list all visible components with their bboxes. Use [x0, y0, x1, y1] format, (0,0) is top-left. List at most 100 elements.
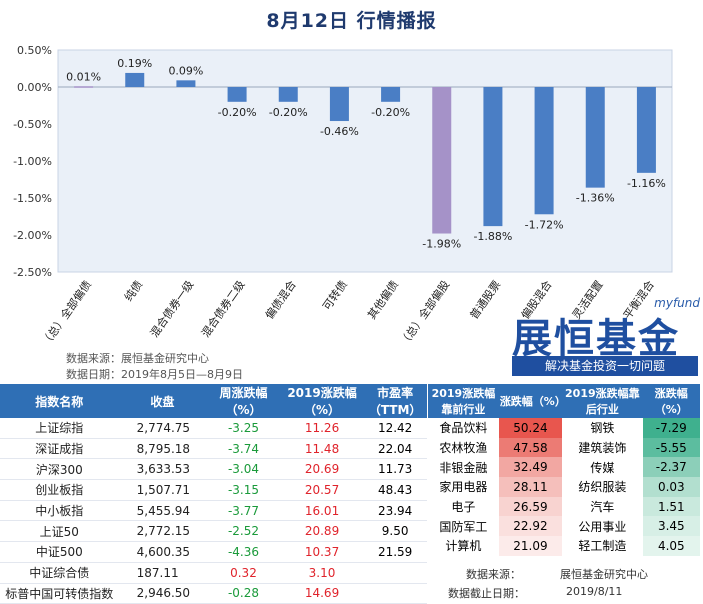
x-tick-label: 混合债券一级: [147, 278, 196, 340]
bar: [125, 72, 145, 87]
bar: [585, 87, 605, 188]
index-table: 指数名称 收盘 周涨跌幅（%） 2019涨跌幅（%） 市盈率（TTM） 上证综指…: [0, 384, 427, 604]
industry-bottom-change: 0.03: [642, 477, 700, 497]
industry-table-row: 电子 26.59 汽车 1.51: [428, 496, 700, 517]
industry-top-change: 26.59: [498, 496, 563, 517]
index-table-row: 上证50 2,772.15 -2.52 20.89 9.50: [0, 520, 427, 543]
industry-bottom-change: -7.29: [642, 418, 700, 438]
brand-logo: myfund 展恒基金 解决基金投资一切问题: [512, 296, 700, 380]
index-ytd-change-cell: 20.89: [280, 520, 364, 543]
industry-top-change: 47.58: [498, 437, 563, 458]
index-table-row: 中证500 4,600.35 -4.36 10.37 21.59: [0, 541, 427, 563]
index-name-cell: 沪深300: [0, 458, 119, 481]
chart-source-line2: 数据日期：2019年8月5日—8月9日: [66, 368, 243, 381]
industry-bottom-change: -5.55: [642, 437, 700, 458]
industry-bottom-name: 轻工制造: [578, 539, 627, 554]
industry-table-header: 2019涨跌幅靠前行业 涨跌幅（%） 2019涨跌幅靠后行业 涨跌幅（%）: [428, 384, 700, 418]
data-label: -1.16%: [627, 177, 666, 190]
industry-table-row: 计算机 21.09 轻工制造 4.05: [428, 536, 700, 556]
industry-top-change: 28.11: [498, 477, 563, 497]
bar: [278, 87, 298, 102]
index-close-cell: 2,772.15: [118, 520, 207, 543]
index-week-change-cell: 0.32: [206, 562, 281, 584]
industry-bottom-change: 3.45: [642, 516, 700, 537]
index-table-row: 上证综指 2,774.75 -3.25 11.26 12.42: [0, 418, 427, 439]
index-name-cell: 创业板指: [0, 479, 119, 501]
col-close: 收盘: [118, 384, 207, 418]
data-label: 0.01%: [66, 70, 101, 83]
y-tick-label: -2.50%: [13, 266, 52, 279]
index-table-header: 指数名称 收盘 周涨跌幅（%） 2019涨跌幅（%） 市盈率（TTM）: [0, 384, 427, 418]
data-label: -0.46%: [320, 125, 359, 138]
index-table-row: 中证综合债 187.11 0.32 3.10: [0, 562, 427, 584]
index-ytd-change-cell: 11.48: [280, 438, 364, 460]
bar: [636, 87, 656, 173]
index-week-change-cell: -4.36: [206, 541, 281, 563]
col-bottom-change: 涨跌幅（%）: [642, 384, 700, 418]
industry-bottom-name: 汽车: [590, 500, 615, 515]
index-pe-cell: 12.42: [363, 418, 427, 439]
industry-top-change: 50.24: [498, 418, 563, 438]
index-close-cell: 5,455.94: [118, 500, 207, 522]
y-tick-label: 0.50%: [17, 44, 52, 57]
data-label: 0.09%: [168, 64, 203, 77]
industry-bottom-change: -2.37: [642, 457, 700, 478]
data-label: -1.98%: [422, 238, 461, 251]
data-label: -0.20%: [269, 106, 308, 119]
index-week-change-cell: -3.25: [206, 418, 281, 439]
industry-top-name: 家用电器: [439, 480, 488, 495]
industry-table-row: 非银金融 32.49 传媒 -2.37: [428, 457, 700, 478]
data-label: -0.20%: [371, 106, 410, 119]
industry-top-change: 22.92: [498, 516, 563, 537]
y-tick-label: -1.50%: [13, 192, 52, 205]
index-close-cell: 8,795.18: [118, 438, 207, 460]
y-tick-label: -1.00%: [13, 155, 52, 168]
chart-source-line1: 数据来源：展恒基金研究中心: [66, 352, 209, 365]
index-week-change-cell: -2.52: [206, 520, 281, 543]
industry-top-change: 32.49: [498, 457, 563, 478]
index-week-change-cell: -3.04: [206, 458, 281, 481]
index-close-cell: 4,600.35: [118, 541, 207, 563]
logo-slogan: 解决基金投资一切问题: [512, 356, 698, 376]
bar: [534, 87, 554, 215]
index-ytd-change-cell: 11.26: [280, 418, 364, 439]
col-week-change: 周涨跌幅（%）: [206, 384, 281, 418]
y-tick-label: 0.00%: [17, 81, 52, 94]
data-label: -1.72%: [525, 218, 564, 231]
footer-source-label: 数据来源：: [466, 568, 521, 581]
industry-top-name: 非银金融: [439, 460, 488, 475]
index-name-cell: 上证综指: [0, 418, 119, 439]
index-name-cell: 上证50: [0, 520, 119, 543]
industry-top-name: 国防军工: [439, 519, 488, 534]
industry-bottom-change: 4.05: [642, 536, 700, 556]
data-label: -0.20%: [218, 106, 257, 119]
x-tick-label: 偏债混合: [262, 278, 299, 322]
logo-name: 展恒基金: [512, 316, 680, 362]
index-ytd-change-cell: 10.37: [280, 541, 364, 563]
index-week-change-cell: -3.74: [206, 438, 281, 460]
data-label: 0.19%: [117, 57, 152, 70]
x-tick-label: （总）全部偏股: [397, 278, 453, 349]
index-table-row: 深证成指 8,795.18 -3.74 11.48 22.04: [0, 438, 427, 460]
index-table-row: 标普中国可转债指数 2,946.50 -0.28 14.69: [0, 583, 427, 604]
industry-top-name: 食品饮料: [439, 421, 488, 436]
industry-bottom-name: 公用事业: [578, 519, 627, 534]
industry-bottom-name: 建筑装饰: [578, 441, 627, 456]
footer-date-label: 数据截止日期：: [448, 587, 525, 600]
index-pe-cell: 48.43: [363, 479, 427, 501]
industry-table-row: 农林牧渔 47.58 建筑装饰 -5.55: [428, 437, 700, 458]
index-close-cell: 2,774.75: [118, 418, 207, 439]
index-pe-cell: 23.94: [363, 500, 427, 522]
industry-bottom-name: 传媒: [590, 460, 615, 475]
index-name-cell: 中证综合债: [0, 562, 119, 584]
x-tick-label: 其他偏债: [364, 278, 401, 322]
data-label: -1.88%: [473, 230, 512, 243]
index-pe-cell: 21.59: [363, 541, 427, 563]
industry-top-change: 21.09: [498, 536, 563, 556]
index-name-cell: 深证成指: [0, 438, 119, 460]
x-tick-label: 混合债券二级: [198, 278, 247, 340]
industry-bottom-change: 1.51: [642, 496, 700, 517]
industry-table: 2019涨跌幅靠前行业 涨跌幅（%） 2019涨跌幅靠后行业 涨跌幅（%） 食品…: [428, 384, 700, 556]
index-table-row: 创业板指 1,507.71 -3.15 20.57 48.43: [0, 479, 427, 501]
bar: [381, 87, 401, 102]
